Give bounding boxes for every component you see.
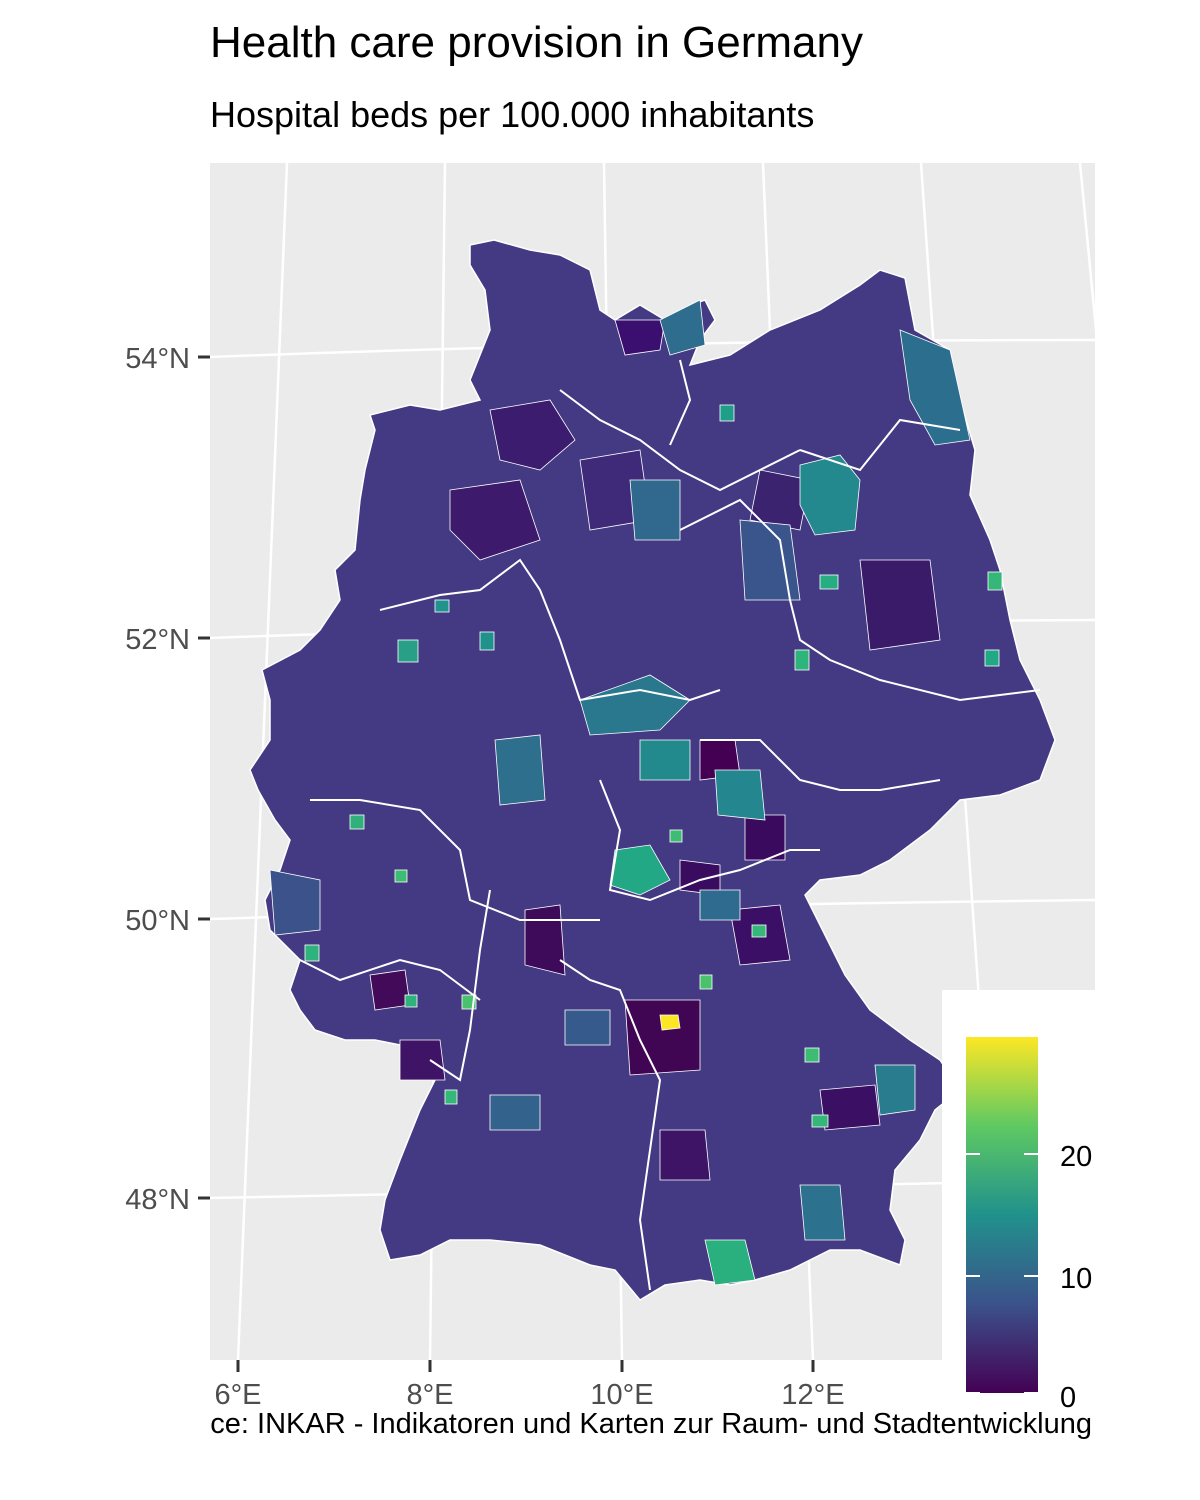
district-highlight [394, 869, 408, 883]
lon-axis: 6°E 8°E 10°E 12°E [214, 1360, 845, 1411]
district-highlight [304, 944, 320, 962]
district-patch [624, 999, 701, 1076]
legend-colorbar [966, 1037, 1038, 1393]
district-highlight [704, 1239, 756, 1286]
district-patch [489, 399, 576, 471]
district-patch [749, 469, 811, 531]
district-highlight [479, 631, 495, 651]
legend-label: 10 [1060, 1263, 1092, 1295]
district-patch [524, 904, 566, 976]
district-highlight [719, 404, 735, 422]
district-highlight [819, 574, 839, 590]
district-highlights [304, 404, 1003, 1286]
district-patch [494, 734, 546, 806]
district-patch [579, 674, 691, 736]
lat-axis: 54°N 52°N 50°N 48°N [125, 343, 210, 1216]
district-patch [819, 1084, 881, 1131]
lat-tick-label: 48°N [125, 1184, 190, 1216]
district-patch [744, 814, 786, 861]
district-patch [874, 1064, 916, 1116]
source-caption: ce: INKAR - Indikatoren und Karten zur R… [210, 1408, 1092, 1440]
legend-label: 0 [1060, 1382, 1076, 1414]
district-highlight [799, 454, 861, 536]
district-highlight [659, 1014, 681, 1031]
district-highlight [669, 829, 683, 843]
lat-tick-label: 52°N [125, 624, 190, 656]
district-patch [399, 1039, 446, 1081]
district-highlight [349, 814, 365, 830]
lon-tick-label: 10°E [590, 1379, 653, 1411]
lon-tick-label: 8°E [406, 1379, 453, 1411]
district-highlight [699, 974, 713, 990]
lon-tick-label: 6°E [214, 1379, 261, 1411]
legend-label: 20 [1060, 1141, 1092, 1173]
district-patch [714, 769, 766, 821]
district-highlight [404, 994, 418, 1008]
district-patch [799, 1184, 846, 1241]
district-highlight [804, 1047, 820, 1063]
district-patch [739, 519, 801, 601]
district-highlight [751, 924, 767, 938]
district-patch [859, 559, 941, 651]
district-highlight [444, 1089, 458, 1105]
chart-subtitle: Hospital beds per 100.000 inhabitants [210, 94, 815, 135]
chart-title: Health care provision in Germany [210, 18, 863, 67]
district-patch [614, 319, 666, 356]
district-highlight [397, 639, 419, 663]
district-patch [659, 299, 706, 356]
district-highlight [987, 571, 1003, 591]
district-patch [564, 1009, 611, 1046]
district-patch [699, 889, 741, 921]
district-patch [369, 969, 411, 1011]
district-patch [659, 1129, 711, 1181]
state-borders [299, 359, 1041, 1291]
district-patch [629, 479, 681, 541]
district-patch [449, 479, 541, 561]
district-highlight [984, 649, 1000, 667]
district-patch [269, 869, 321, 936]
color-legend: 0 10 20 [942, 990, 1100, 1430]
district-highlight [811, 1114, 829, 1128]
district-patch [899, 329, 971, 446]
lat-tick-label: 50°N [125, 905, 190, 937]
district-patch [489, 1094, 541, 1131]
district-highlight [794, 649, 810, 671]
lon-tick-label: 12°E [781, 1379, 844, 1411]
district-patches-blue [269, 299, 971, 1241]
district-patch [639, 739, 691, 781]
lat-tick-label: 54°N [125, 343, 190, 375]
district-highlight [434, 599, 450, 613]
